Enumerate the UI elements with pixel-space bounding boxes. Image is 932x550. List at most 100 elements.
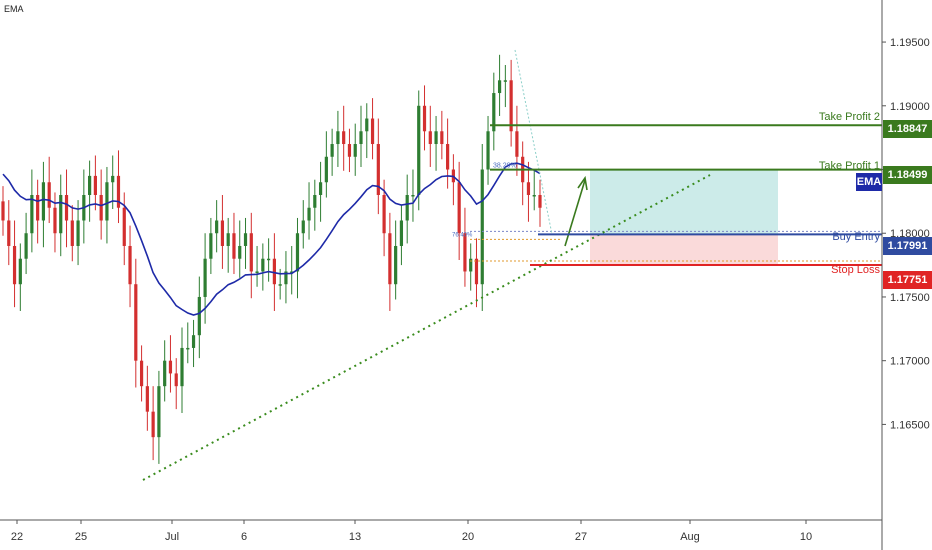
candle-body [370,118,375,145]
tp2-label: Take Profit 2 [818,111,880,123]
y-tick-label: 1.17000 [890,356,930,368]
candle-body [526,182,531,195]
candle-body [405,195,409,221]
ema-path [2,162,541,316]
trade-levels [490,124,882,266]
candle-body [295,233,300,272]
candle-body [388,233,392,285]
candle-body [365,118,369,132]
candle-body [128,245,132,285]
candle-body [157,386,161,438]
tp2-price-tag[interactable]: 1.18847 [883,120,932,138]
candle-body [163,360,167,387]
sl-price-tag[interactable]: 1.17751 [883,271,932,289]
candle-body [168,360,173,374]
candle-body [99,195,103,221]
candle-body [318,182,323,195]
tp1-label: Take Profit 1 [818,160,880,172]
candle-body [232,233,236,259]
candle-body [359,131,363,145]
y-tick-label: 1.19500 [890,37,930,49]
candle-body [272,258,276,285]
candle-body [330,144,334,157]
candle-body [226,233,230,246]
candle-body [532,195,536,197]
x-tick-label: Aug [680,531,700,543]
candle-body [18,258,22,285]
indicator-label: EMA [4,4,24,14]
candle-body [41,182,46,221]
candle-body [428,131,432,145]
candle-body [353,144,357,157]
candle-body [197,296,201,336]
candle-body [47,182,51,208]
candle-body [7,220,11,246]
candle-body [139,360,144,387]
profit-zone [590,169,778,235]
candle-body [105,182,109,221]
candle-body [307,207,311,221]
candle-body [313,195,317,208]
candle-body [220,220,225,246]
tp1-price-tag[interactable]: 1.18499 [883,166,932,184]
candle-body [342,131,346,145]
candle-body [209,233,213,259]
candle-body [278,284,282,286]
candle-body [261,258,265,272]
candle-body [88,175,92,195]
candle-body [503,80,507,82]
candle-body [174,373,178,387]
candle-body [411,195,415,197]
candle-body [515,131,519,157]
candle-body [399,220,404,246]
candle-body [24,233,28,259]
candle-body [30,195,34,234]
x-tick-label: 27 [575,531,587,543]
loss-zone [590,234,778,265]
candle-body [215,220,219,234]
candle-body [243,233,248,246]
candle-body [145,386,149,412]
candle-body [497,80,502,94]
candle-body [376,144,380,195]
entry-price-tag[interactable]: 1.17991 [883,237,932,255]
candle-body [64,195,69,221]
candle-body [134,284,138,361]
x-tick-label: 20 [462,531,474,543]
candle-body [347,144,352,157]
x-tick-label: 25 [75,531,87,543]
fib-label: 38.20% [493,163,517,170]
candle-body [284,271,288,285]
candle-body [417,105,421,195]
candle-body [36,195,40,221]
candle-body [238,245,242,259]
sl-label: Stop Loss [831,264,880,276]
projection-arrow-head [577,175,588,191]
candlesticks [1,54,542,464]
candle-body [111,175,115,183]
candle-body [474,258,479,285]
candle-body [538,195,542,208]
x-tick-label: 6 [241,531,247,543]
projection-arrow [564,179,586,247]
candle-body [53,207,57,234]
x-tick-label: 13 [349,531,361,543]
candle-body [336,131,340,145]
ema-tag[interactable]: EMA [856,173,882,191]
candle-body [509,80,513,132]
candle-body [116,175,121,208]
candle-body [469,258,473,272]
candle-body [122,207,126,246]
x-tick-label: 22 [11,531,23,543]
candle-body [203,258,207,297]
candle-body [324,156,328,183]
candle-body [382,195,386,234]
candle-body [394,245,398,285]
x-tick-label: 10 [800,531,812,543]
candle-body [463,233,467,272]
candle-body [446,144,450,170]
fib-diagonal [514,49,553,235]
candle-body [191,335,196,348]
candle-body [180,347,184,387]
